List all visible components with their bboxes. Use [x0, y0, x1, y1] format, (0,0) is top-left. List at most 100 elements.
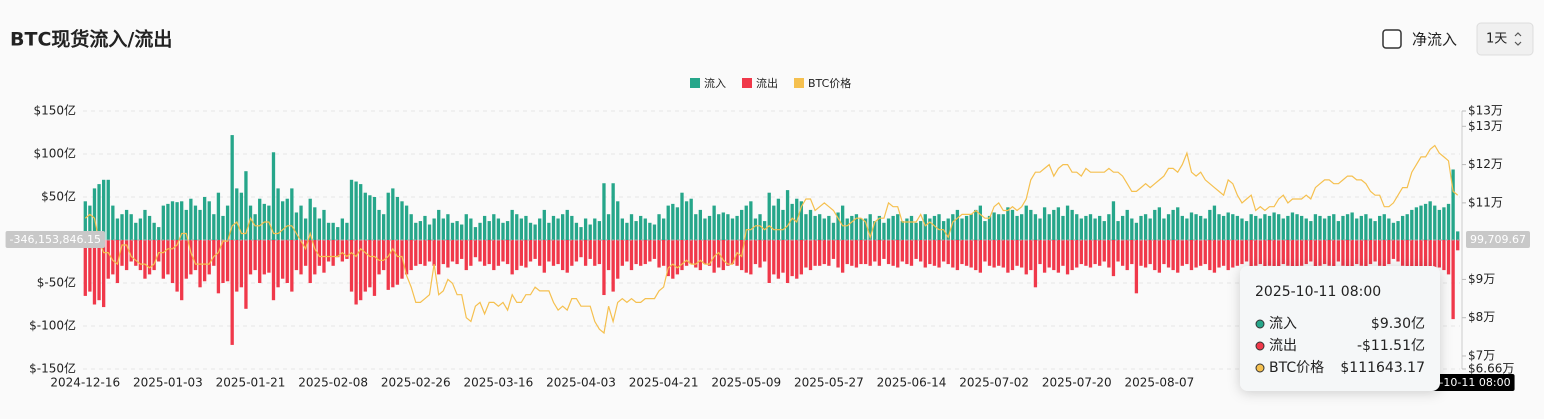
bar [1355, 240, 1359, 265]
bar [271, 152, 276, 240]
bar [386, 240, 390, 290]
bar [886, 240, 891, 265]
bar [528, 240, 533, 262]
bar [129, 214, 133, 240]
bar [1391, 222, 1396, 240]
bar [262, 240, 266, 275]
bar [216, 192, 221, 240]
bar [1405, 214, 1409, 240]
legend-label[interactable]: BTC价格 [808, 76, 851, 90]
bar [1272, 240, 1276, 271]
bar [776, 198, 781, 240]
bar [1143, 214, 1148, 240]
interval-value[interactable]: 1天 [1486, 32, 1507, 47]
bar [166, 203, 170, 240]
bar [152, 240, 156, 271]
bar [1212, 205, 1217, 240]
bar [868, 240, 872, 266]
bar [799, 240, 803, 275]
bar [547, 222, 551, 240]
bar [501, 222, 505, 240]
legend-label[interactable]: 流入 [704, 76, 726, 90]
bar [1065, 205, 1070, 240]
bar [951, 240, 955, 268]
bar [1368, 218, 1373, 240]
bar [1162, 218, 1166, 240]
bar [629, 240, 634, 271]
x-tick-label: 2025-02-26 [381, 376, 451, 390]
bar [359, 184, 363, 240]
bar [138, 218, 143, 240]
bar [643, 240, 647, 265]
bar [556, 218, 560, 240]
bar [1456, 231, 1460, 240]
bar [1029, 240, 1033, 271]
bar [1033, 214, 1038, 240]
bar [749, 240, 753, 275]
legend-label[interactable]: 流出 [756, 76, 778, 90]
bar [1134, 240, 1139, 294]
bar [1226, 212, 1230, 240]
bar [1391, 240, 1396, 259]
checkbox[interactable] [1382, 29, 1402, 49]
bar [1199, 215, 1203, 240]
bar [1423, 203, 1428, 240]
bar [124, 209, 129, 240]
bar [813, 240, 817, 266]
bar [1267, 240, 1272, 266]
x-tick-label: 2025-04-21 [629, 376, 699, 390]
bar [1093, 218, 1097, 240]
bar [1286, 240, 1290, 266]
bar [661, 218, 666, 240]
bar [253, 240, 257, 271]
bar [1185, 240, 1189, 265]
bar [1309, 221, 1313, 240]
bar [795, 240, 799, 279]
bar [1217, 214, 1221, 240]
bar [657, 214, 661, 240]
bar [822, 218, 826, 240]
bar [97, 240, 101, 301]
bar [997, 240, 1001, 266]
bar [1295, 240, 1299, 268]
bar [785, 190, 790, 240]
bar [1327, 240, 1331, 266]
x-tick-label: 2025-07-02 [959, 376, 1029, 390]
bar [1318, 215, 1322, 240]
bar [547, 240, 551, 262]
y-tick-label: $-50亿 [37, 275, 76, 290]
bar [639, 240, 643, 266]
x-tick-label: 2025-05-27 [794, 376, 864, 390]
bar [1015, 215, 1019, 240]
tooltip-value: -$11.51亿 [1357, 338, 1425, 354]
bar [248, 205, 253, 240]
bar [1451, 169, 1455, 240]
bar [381, 214, 386, 240]
checkbox-label[interactable]: 净流入 [1412, 31, 1457, 49]
interval-select[interactable] [1476, 22, 1534, 56]
bar [1419, 240, 1423, 275]
bar [1254, 240, 1258, 266]
bar [946, 240, 950, 265]
y-tick-label: $150亿 [33, 103, 76, 118]
x-tick-label: 2025-03-16 [464, 376, 534, 390]
bar [964, 215, 969, 240]
bar [808, 209, 813, 240]
bar [941, 240, 946, 262]
bar [1176, 207, 1180, 240]
bar [1116, 240, 1120, 262]
bar [1180, 215, 1184, 240]
legend-swatch [742, 78, 752, 88]
bar [446, 214, 450, 240]
bar [579, 240, 583, 258]
bar [744, 205, 748, 240]
bar [235, 188, 239, 240]
bar [326, 222, 331, 240]
bar [593, 240, 597, 266]
bar [1290, 212, 1295, 240]
bar [363, 240, 367, 292]
bar [464, 240, 468, 271]
y2-tick-label: $6.66万 [1468, 362, 1514, 376]
bar [1263, 214, 1267, 240]
